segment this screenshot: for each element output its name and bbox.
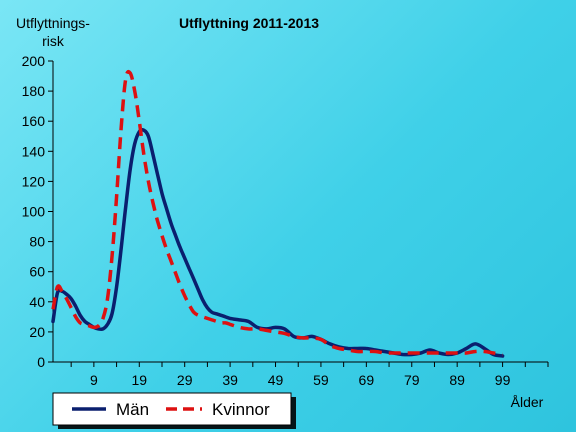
x-axis-label: Ålder xyxy=(511,394,544,410)
y-tick-label: 140 xyxy=(22,143,46,159)
y-tick-label: 180 xyxy=(22,83,46,99)
y-tick-label: 60 xyxy=(29,264,45,280)
x-tick-label: 89 xyxy=(449,372,465,388)
x-tick-label: 79 xyxy=(404,372,420,388)
y-tick-label: 0 xyxy=(37,354,45,370)
x-tick-label: 39 xyxy=(222,372,238,388)
legend-label-kvinnor: Kvinnor xyxy=(212,400,270,419)
series-line-kvinnor xyxy=(51,69,503,357)
series-group xyxy=(51,69,505,358)
y-tick-label: 100 xyxy=(22,204,46,220)
y-tick-label: 80 xyxy=(29,234,45,250)
y-tick-label: 40 xyxy=(29,294,45,310)
x-tick-label: 29 xyxy=(177,372,193,388)
axes: 0 20 40 60 80 100 120 140 160 180 200 9 19 29 39 49 59 69… xyxy=(22,53,549,388)
y-tick-label: 20 xyxy=(29,324,45,340)
x-tick-label: 19 xyxy=(131,372,147,388)
y-tick-label: 200 xyxy=(22,53,46,69)
x-tick-label: 9 xyxy=(90,372,98,388)
y-axis-label-line-1: Utflyttnings- xyxy=(16,15,90,31)
x-tick-label: 59 xyxy=(313,372,329,388)
x-tick-label: 49 xyxy=(268,372,284,388)
y-tick-label: 120 xyxy=(22,173,46,189)
y-tick-label: 160 xyxy=(22,113,46,129)
chart-title: Utflyttning 2011-2013 xyxy=(179,15,319,31)
y-axis-label-line-2: risk xyxy=(42,33,65,49)
x-tick-label: 69 xyxy=(359,372,375,388)
legend: Män Kvinnor xyxy=(52,392,296,429)
legend-label-man: Män xyxy=(116,400,149,419)
x-tick-label: 99 xyxy=(495,372,511,388)
